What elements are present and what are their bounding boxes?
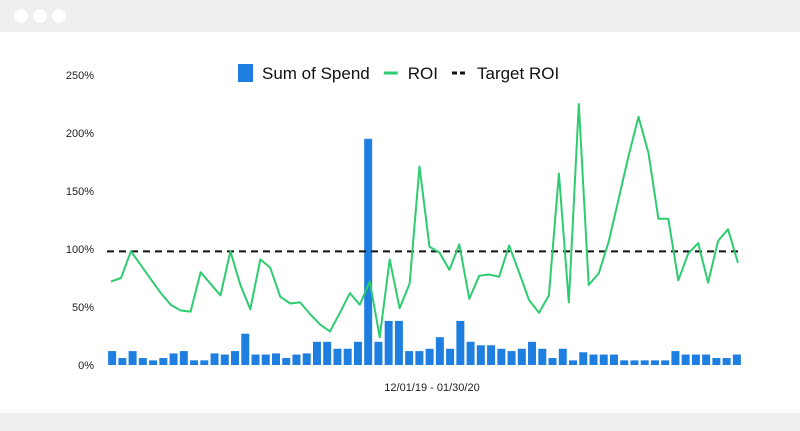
legend-label-spend: Sum of Spend — [262, 64, 370, 83]
spend-bar — [200, 360, 209, 365]
spend-bar — [702, 354, 711, 365]
spend-bar — [650, 360, 659, 365]
spend-bar — [579, 352, 588, 365]
spend-bar — [732, 354, 741, 365]
spend-bar — [343, 348, 352, 365]
spend-bar — [671, 351, 680, 365]
y-axis: 0% 50% 100% 150% 200% 250% — [66, 70, 94, 372]
spend-bar — [241, 333, 250, 365]
window-close-dot-icon[interactable] — [14, 9, 28, 23]
spend-bar — [312, 341, 321, 365]
spend-bar — [712, 358, 721, 365]
spend-bar — [128, 351, 137, 365]
spend-bar — [425, 348, 434, 365]
roi-line — [110, 103, 739, 339]
spend-bar — [231, 351, 240, 365]
spend-bar — [292, 354, 301, 365]
y-tick-label: 150% — [66, 186, 94, 198]
spend-bar — [190, 360, 199, 365]
window-bottom-bar — [0, 413, 800, 431]
window-titlebar — [0, 0, 800, 32]
spend-bar — [210, 353, 219, 365]
spend-bar — [364, 138, 373, 365]
spend-bar — [589, 354, 598, 365]
spend-bar — [333, 348, 342, 365]
spend-bar — [507, 351, 516, 365]
spend-bar — [599, 354, 608, 365]
spend-bar — [609, 354, 618, 365]
spend-bar — [446, 348, 455, 365]
spend-bar — [517, 348, 526, 365]
spend-bar — [497, 348, 506, 365]
spend-bar — [405, 351, 414, 365]
spend-bar — [681, 354, 690, 365]
spend-bar — [558, 348, 567, 365]
spend-bar — [169, 353, 178, 365]
y-tick-label: 0% — [78, 360, 94, 372]
spend-bar — [630, 360, 639, 365]
y-tick-label: 100% — [66, 244, 94, 256]
spend-bar — [149, 360, 158, 365]
spend-bar — [435, 337, 444, 365]
spend-bar — [118, 358, 127, 365]
spend-bars — [108, 138, 741, 365]
spend-bar — [384, 320, 393, 365]
spend-bar — [548, 358, 557, 365]
y-tick-label: 50% — [72, 302, 94, 314]
spend-bar — [456, 320, 465, 365]
spend-bar — [159, 358, 168, 365]
spend-bar — [620, 360, 629, 365]
spend-bar — [251, 354, 260, 365]
spend-bar — [353, 341, 362, 365]
spend-bar — [487, 345, 496, 365]
spend-bar — [323, 341, 332, 365]
spend-bar — [640, 360, 649, 365]
legend-swatch-spend — [238, 64, 253, 82]
spend-bar — [466, 341, 475, 365]
spend-bar — [302, 353, 311, 365]
chart-legend: Sum of Spend ROI Target ROI — [238, 64, 559, 83]
spend-bar — [374, 341, 383, 365]
spend-bar — [691, 354, 700, 365]
spend-bar — [220, 354, 229, 365]
spend-bar — [476, 345, 485, 365]
spend-bar — [108, 351, 117, 365]
spend-bar — [415, 351, 424, 365]
roi-line-group — [110, 103, 739, 339]
legend-label-target-roi: Target ROI — [477, 64, 559, 83]
legend-label-roi: ROI — [408, 64, 438, 83]
window-minimize-dot-icon[interactable] — [33, 9, 47, 23]
spend-bar — [569, 360, 578, 365]
spend-bar — [282, 358, 291, 365]
y-tick-label: 200% — [66, 128, 94, 140]
y-tick-label: 250% — [66, 70, 94, 82]
spend-bar — [138, 358, 147, 365]
spend-bar — [661, 360, 670, 365]
spend-bar — [722, 358, 731, 365]
spend-bar — [261, 354, 270, 365]
spend-bar — [179, 351, 188, 365]
spend-bar — [271, 353, 280, 365]
window-maximize-dot-icon[interactable] — [52, 9, 66, 23]
spend-bar — [528, 341, 537, 365]
spend-bar — [538, 348, 547, 365]
x-axis-label: 12/01/19 - 01/30/20 — [384, 382, 479, 394]
spend-bar — [394, 320, 403, 365]
